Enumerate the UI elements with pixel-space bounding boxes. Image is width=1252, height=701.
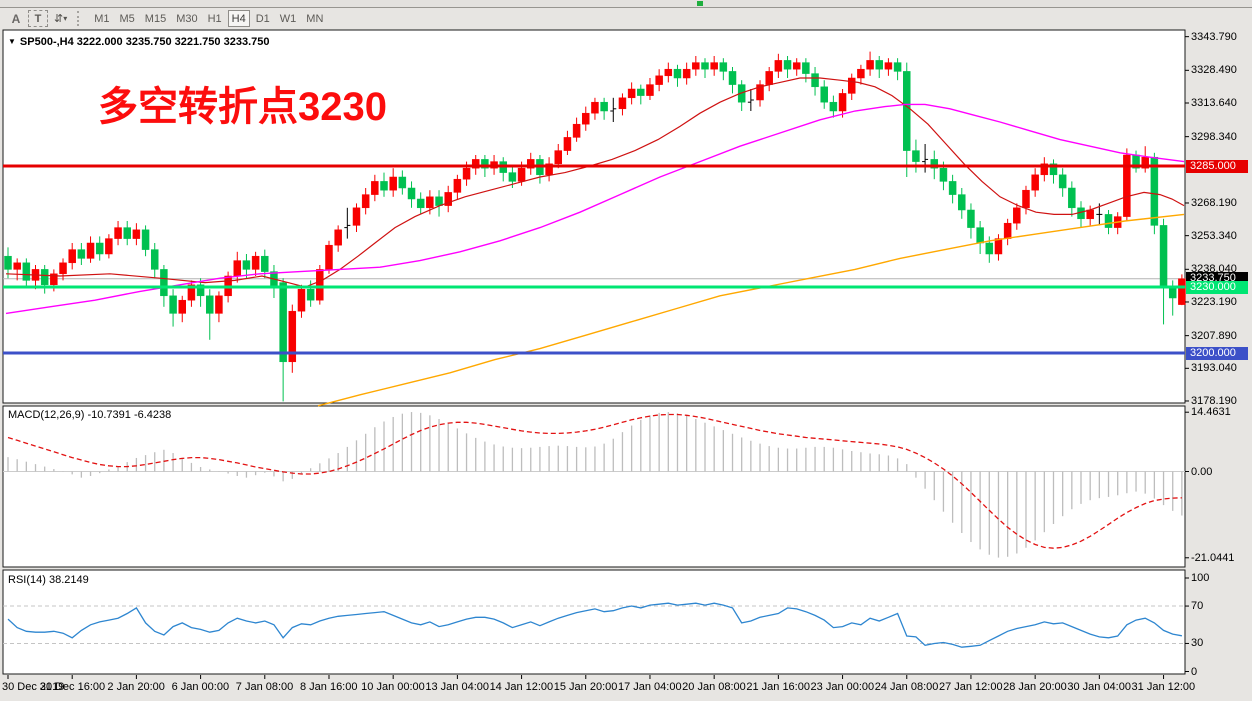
- price-level-label: 3200.000: [1186, 346, 1248, 360]
- arrows-icon: ⇵: [54, 13, 63, 25]
- date-axis-label: 27 Jan 12:00: [938, 681, 1003, 693]
- chevron-down-icon: ▾: [63, 14, 68, 23]
- timeframe-button-d1[interactable]: D1: [255, 12, 270, 25]
- rsi-indicator-label: RSI(14) 38.2149: [8, 574, 89, 586]
- rsi-axis-label: 0: [1191, 665, 1198, 678]
- date-axis-label: 28 Jan 20:00: [1003, 681, 1067, 693]
- date-axis-label: 31 Jan 12:00: [1131, 681, 1196, 693]
- date-axis-label: 7 Jan 08:00: [235, 681, 294, 693]
- rsi-axis-label: 100: [1191, 572, 1210, 584]
- price-axis-label: 3178.190: [1191, 394, 1237, 407]
- text-label-tool-button[interactable]: T: [28, 10, 48, 27]
- timeframe-button-h1[interactable]: H1: [207, 12, 222, 25]
- timeframe-button-group: M1 M5 M15 M30 H1 H4 D1 W1 MN: [90, 10, 327, 27]
- toolbar-separator: [77, 11, 84, 26]
- price-axis-label: 3207.890: [1191, 329, 1237, 342]
- timeframe-toolbar: A T ⇵ ▾ M1 M5 M15 M30 H1 H4 D1 W1 MN: [0, 8, 1252, 29]
- macd-axis-label: 14.4631: [1191, 406, 1231, 419]
- date-axis-label: 20 Jan 08:00: [682, 681, 746, 693]
- date-axis-label: 30 Jan 04:00: [1067, 681, 1131, 693]
- price-axis-label: 3223.190: [1191, 295, 1237, 308]
- chart-annotation-text[interactable]: 多空转折点3230: [98, 85, 387, 129]
- rsi-axis-label: 70: [1191, 600, 1204, 613]
- date-axis-label: 24 Jan 08:00: [874, 681, 939, 693]
- price-axis-label: 3193.040: [1191, 362, 1237, 375]
- timeframe-button-mn[interactable]: MN: [306, 12, 324, 25]
- arrows-tool-button[interactable]: ⇵ ▾: [50, 10, 71, 27]
- annotations-tool-button[interactable]: A: [11, 11, 21, 26]
- date-axis-label: 15 Jan 20:00: [553, 681, 618, 693]
- timeframe-button-w1[interactable]: W1: [279, 12, 297, 25]
- date-axis-label: 10 Jan 00:00: [361, 681, 425, 693]
- price-level-label: 3230.000: [1186, 280, 1248, 294]
- timeframe-button-m15[interactable]: M15: [144, 12, 167, 25]
- date-axis-label: 30 Dec 2019: [2, 681, 65, 693]
- macd-axis-label: 0.00: [1191, 465, 1213, 478]
- chart-title: ▼ SP500-,H4 3222.000 3235.750 3221.750 32…: [8, 36, 269, 48]
- macd-indicator-label: MACD(12,26,9) -10.7391 -6.4238: [8, 409, 172, 421]
- date-axis-label: 14 Jan 12:00: [489, 681, 554, 693]
- symbol-ohlc-text: SP500-,H4 3222.000 3235.750 3221.750 323…: [19, 36, 270, 48]
- date-axis-label: 13 Jan 04:00: [425, 681, 489, 693]
- price-axis-label: 3268.190: [1191, 196, 1237, 209]
- date-axis-label: 21 Jan 16:00: [746, 681, 810, 693]
- timeframe-button-m1[interactable]: M1: [94, 12, 110, 25]
- upper-toolbar-remnant: [0, 0, 1252, 8]
- price-axis-label: 3343.790: [1191, 30, 1237, 43]
- price-axis-label: 3298.340: [1191, 130, 1237, 143]
- timeframe-button-m5[interactable]: M5: [119, 12, 135, 25]
- date-axis-label: 8 Jan 16:00: [299, 681, 358, 693]
- price-level-label: 3285.000: [1186, 159, 1248, 173]
- date-axis-label: 6 Jan 00:00: [171, 681, 230, 693]
- price-axis-label: 3253.340: [1191, 229, 1237, 242]
- chart-menu-triangle-icon[interactable]: ▼: [8, 37, 16, 46]
- timeframe-button-h4[interactable]: H4: [227, 10, 250, 27]
- price-axis-label: 3328.490: [1191, 64, 1237, 77]
- date-axis-label: 23 Jan 00:00: [810, 681, 875, 693]
- rsi-axis-label: 30: [1191, 637, 1204, 650]
- date-axis-label: 31 Dec 16:00: [39, 681, 106, 693]
- date-axis-label: 17 Jan 04:00: [617, 681, 682, 693]
- timeframe-button-m30[interactable]: M30: [176, 12, 198, 25]
- toolbar-artifact: [697, 1, 703, 6]
- date-axis-label: 2 Jan 20:00: [107, 681, 165, 693]
- macd-axis-label: -21.0441: [1191, 551, 1235, 564]
- price-axis-label: 3313.640: [1191, 96, 1237, 109]
